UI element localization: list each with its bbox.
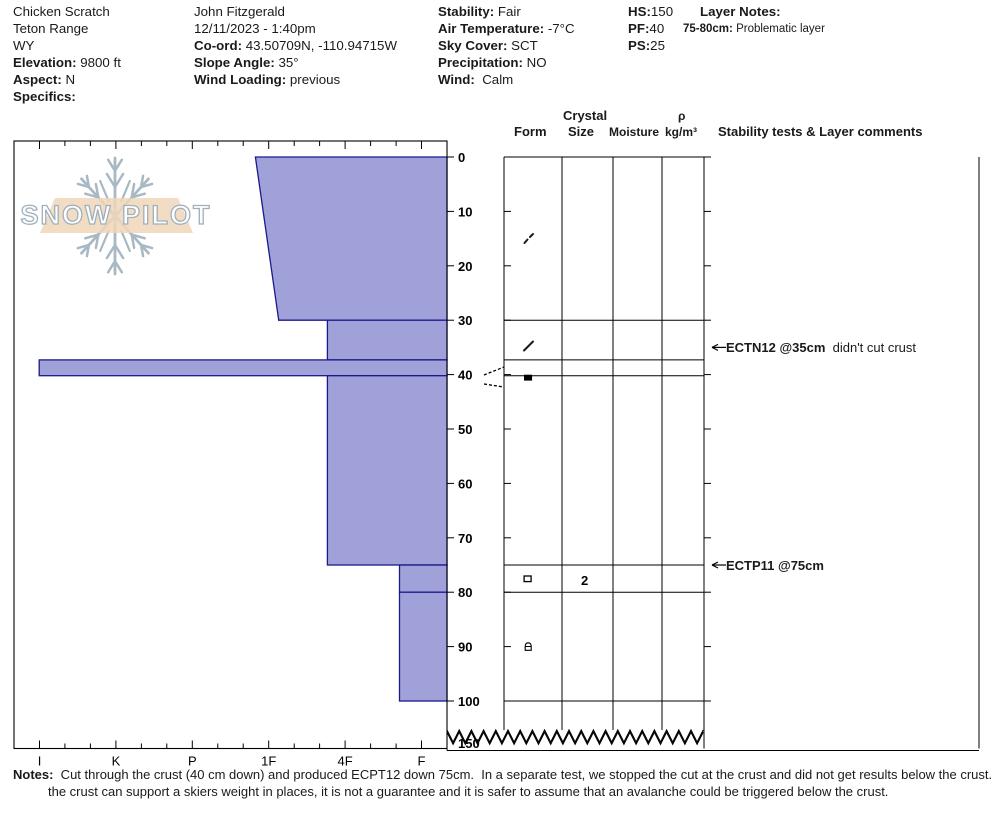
- svg-text:10: 10: [458, 204, 472, 219]
- svg-text:100: 100: [458, 694, 480, 709]
- svg-text:2: 2: [581, 573, 588, 588]
- svg-text:30: 30: [458, 313, 472, 328]
- svg-text:90: 90: [458, 640, 472, 655]
- svg-text:0: 0: [458, 150, 465, 165]
- svg-text:80: 80: [458, 585, 472, 600]
- svg-text:60: 60: [458, 476, 472, 491]
- svg-text:50: 50: [458, 422, 472, 437]
- svg-text:20: 20: [458, 259, 472, 274]
- svg-text:SNOW PILOT: SNOW PILOT: [21, 200, 212, 230]
- svg-text:70: 70: [458, 531, 472, 546]
- svg-text:40: 40: [458, 368, 472, 383]
